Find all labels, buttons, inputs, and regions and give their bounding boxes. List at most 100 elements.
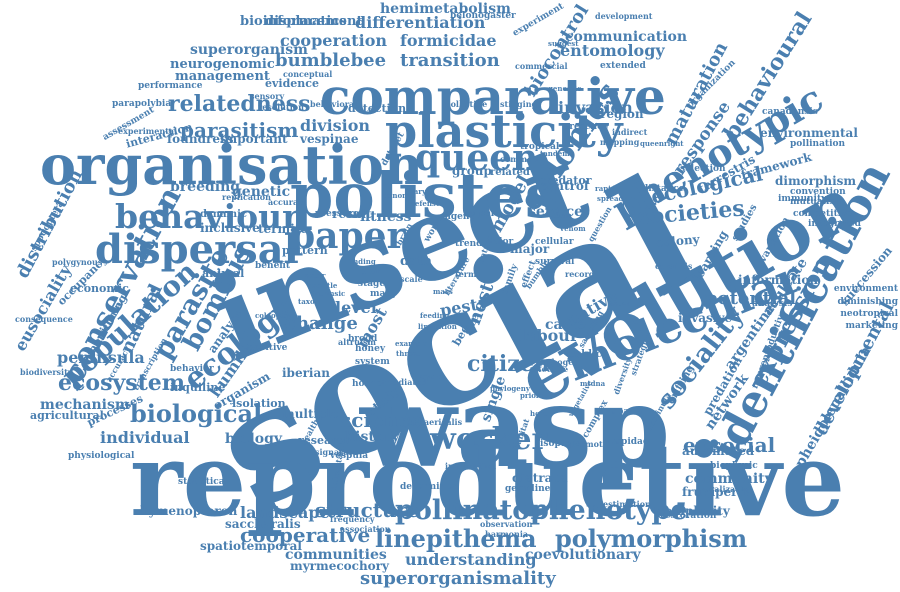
word: system xyxy=(355,357,390,367)
word: communication xyxy=(565,29,688,45)
word: bumblebee xyxy=(275,50,387,71)
word: fitness xyxy=(360,209,412,225)
word: accurate xyxy=(268,197,307,207)
word: organisation xyxy=(40,133,424,197)
word: benefit xyxy=(255,261,290,271)
word: sphaericalis xyxy=(408,417,463,427)
word: factor xyxy=(302,271,326,280)
word: relatedness xyxy=(168,91,311,117)
word: genomic xyxy=(548,84,582,93)
word: pressure xyxy=(315,209,359,219)
word: polygynous xyxy=(52,257,103,267)
word: automated xyxy=(682,444,755,458)
word: change xyxy=(285,313,358,334)
word: genome xyxy=(383,191,414,200)
word: evidence xyxy=(265,77,319,90)
word: vespula xyxy=(330,451,369,461)
word: community xyxy=(685,471,773,487)
word: taxon xyxy=(298,297,320,306)
word: replication xyxy=(222,192,271,202)
word: immunity xyxy=(778,194,827,204)
word: wasp xyxy=(360,362,671,493)
word: phylogeny xyxy=(490,384,530,393)
word: helper xyxy=(463,209,496,219)
word: convention xyxy=(790,187,846,197)
word: spatiotemporal xyxy=(200,539,302,553)
word: marketing xyxy=(845,321,898,331)
word: pollistine xyxy=(445,99,488,109)
word: vespinae xyxy=(300,132,359,146)
word: behavior xyxy=(170,364,214,374)
word: agent xyxy=(445,212,474,222)
word: multiple xyxy=(282,407,339,421)
word: mechanism xyxy=(40,397,130,413)
word: germline xyxy=(505,484,551,494)
word: signature xyxy=(315,447,358,457)
word: venom xyxy=(560,224,586,233)
word: peninsula xyxy=(57,348,145,367)
word: plasticity xyxy=(385,104,623,158)
word: predator xyxy=(538,174,592,187)
word: information xyxy=(738,273,819,287)
word: complexity xyxy=(657,504,730,518)
word: indirect xyxy=(612,127,648,137)
word: hemimetabolism xyxy=(380,1,511,17)
word: hornet xyxy=(352,379,386,389)
word: experimental xyxy=(118,126,178,136)
word: spatial xyxy=(612,407,647,417)
word: myrmecochory xyxy=(290,559,389,573)
word: isolation xyxy=(232,397,286,410)
word: related xyxy=(490,167,530,178)
word: canadensis xyxy=(762,107,818,117)
word: hymenopteron xyxy=(140,504,238,518)
word: invasive xyxy=(678,311,732,325)
word: vespidae xyxy=(605,437,649,447)
word: valor xyxy=(488,237,514,247)
word: dynamic xyxy=(200,209,248,220)
word: tandem xyxy=(540,149,570,158)
word: observation xyxy=(480,519,533,529)
word: dimorphism xyxy=(775,174,857,188)
word: mass xyxy=(433,287,453,296)
word: division xyxy=(300,116,371,135)
word: biology xyxy=(225,431,283,447)
word: sensory xyxy=(250,91,285,101)
word: stinging xyxy=(500,99,538,109)
word: mtdna xyxy=(580,379,606,388)
word: cooperation xyxy=(280,31,388,50)
word: region xyxy=(600,107,644,121)
word: ovary xyxy=(405,187,427,196)
word: frequency xyxy=(330,514,375,524)
word: analysis xyxy=(752,299,793,309)
word: major xyxy=(510,242,550,256)
word: eusocial xyxy=(683,433,776,457)
word: competitive xyxy=(793,209,853,219)
word: many xyxy=(370,289,398,299)
word: level xyxy=(335,298,377,317)
word: pattern xyxy=(282,244,328,257)
word: individual xyxy=(100,428,190,447)
word: limitation xyxy=(418,322,457,331)
word: selection xyxy=(680,164,726,174)
word: ceratitis xyxy=(655,261,693,271)
word: genetic xyxy=(232,184,291,200)
word: example xyxy=(395,339,428,348)
word: neotropical xyxy=(840,309,898,319)
word: pollinator xyxy=(395,495,545,526)
word: transition xyxy=(400,50,500,71)
word: dispersal xyxy=(95,226,299,273)
word: coleopter xyxy=(255,311,292,320)
word: host xyxy=(530,409,547,418)
word: harmonia xyxy=(485,529,529,539)
word: estimation xyxy=(603,499,651,509)
word: rapid xyxy=(595,184,616,193)
word: invasion xyxy=(558,98,633,117)
word: control xyxy=(540,179,589,193)
word: science xyxy=(340,408,424,432)
word: service xyxy=(528,204,584,220)
word: economic xyxy=(70,282,129,295)
word: physiological xyxy=(68,451,135,461)
word: formicidae xyxy=(400,31,497,50)
word: detection xyxy=(348,102,407,115)
